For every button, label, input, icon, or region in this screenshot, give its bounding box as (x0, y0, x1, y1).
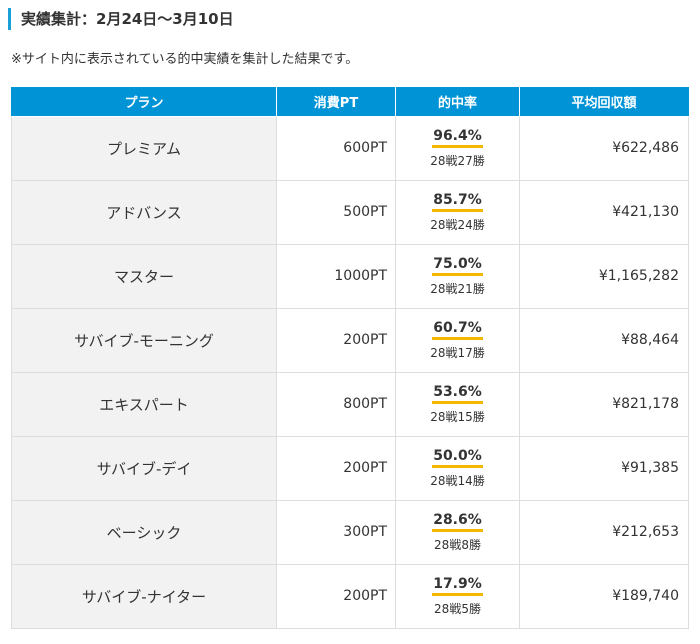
table-row: プレミアム 600PT 96.4% 28戦27勝 ¥622,486 (11, 115, 689, 181)
plan-cost: 200PT (276, 563, 396, 629)
plan-name: ベーシック (11, 499, 277, 565)
plan-cost: 300PT (276, 499, 396, 565)
header-average-return: 平均回収額 (519, 87, 689, 117)
hit-rate: 50.0% (432, 448, 483, 468)
table-row: サバイブ-デイ 200PT 50.0% 28戦14勝 ¥91,385 (11, 435, 689, 501)
header-cost: 消費PT (276, 87, 396, 117)
plan-cost: 200PT (276, 307, 396, 373)
average-return: ¥189,740 (519, 563, 689, 629)
page-title: 実績集計：2月24日〜3月10日 (8, 8, 234, 30)
win-record: 28戦14勝 (430, 473, 485, 488)
win-record: 28戦21勝 (430, 281, 485, 296)
table-row: ベーシック 300PT 28.6% 28戦8勝 ¥212,653 (11, 499, 689, 565)
average-return: ¥88,464 (519, 307, 689, 373)
plan-cost: 800PT (276, 371, 396, 437)
plan-name: サバイブ-モーニング (11, 307, 277, 373)
table-header-row: プラン 消費PT 的中率 平均回収額 (11, 87, 689, 117)
average-return: ¥1,165,282 (519, 243, 689, 309)
plan-cost: 1000PT (276, 243, 396, 309)
note-text: ※サイト内に表示されている的中実績を集計した結果です。 (11, 52, 359, 67)
hit-rate: 60.7% (432, 320, 483, 340)
header-plan: プラン (11, 87, 277, 117)
plan-name: アドバンス (11, 179, 277, 245)
table-row: アドバンス 500PT 85.7% 28戦24勝 ¥421,130 (11, 179, 689, 245)
table-row: サバイブ-ナイター 200PT 17.9% 28戦5勝 ¥189,740 (11, 563, 689, 629)
hit-rate: 53.6% (432, 384, 483, 404)
average-return: ¥421,130 (519, 179, 689, 245)
plan-name: プレミアム (11, 115, 277, 181)
win-record: 28戦15勝 (430, 409, 485, 424)
average-return: ¥91,385 (519, 435, 689, 501)
hit-rate-cell: 17.9% 28戦5勝 (395, 563, 520, 629)
win-record: 28戦24勝 (430, 217, 485, 232)
plan-name: サバイブ-ナイター (11, 563, 277, 629)
hit-rate: 75.0% (432, 256, 483, 276)
plan-cost: 500PT (276, 179, 396, 245)
hit-rate-cell: 50.0% 28戦14勝 (395, 435, 520, 501)
results-table: プラン 消費PT 的中率 平均回収額 プレミアム 600PT 96.4% 28戦… (11, 87, 689, 629)
table-row: エキスパート 800PT 53.6% 28戦15勝 ¥821,178 (11, 371, 689, 437)
hit-rate: 28.6% (432, 512, 483, 532)
hit-rate-cell: 28.6% 28戦8勝 (395, 499, 520, 565)
table-row: マスター 1000PT 75.0% 28戦21勝 ¥1,165,282 (11, 243, 689, 309)
hit-rate-cell: 96.4% 28戦27勝 (395, 115, 520, 181)
hit-rate-cell: 75.0% 28戦21勝 (395, 243, 520, 309)
average-return: ¥622,486 (519, 115, 689, 181)
hit-rate: 85.7% (432, 192, 483, 212)
hit-rate: 17.9% (432, 576, 483, 596)
win-record: 28戦17勝 (430, 345, 485, 360)
hit-rate-cell: 85.7% 28戦24勝 (395, 179, 520, 245)
hit-rate-cell: 60.7% 28戦17勝 (395, 307, 520, 373)
hit-rate: 96.4% (432, 128, 483, 148)
average-return: ¥212,653 (519, 499, 689, 565)
average-return: ¥821,178 (519, 371, 689, 437)
win-record: 28戦8勝 (434, 537, 481, 552)
plan-name: サバイブ-デイ (11, 435, 277, 501)
plan-name: エキスパート (11, 371, 277, 437)
hit-rate-cell: 53.6% 28戦15勝 (395, 371, 520, 437)
plan-cost: 200PT (276, 435, 396, 501)
plan-cost: 600PT (276, 115, 396, 181)
table-row: サバイブ-モーニング 200PT 60.7% 28戦17勝 ¥88,464 (11, 307, 689, 373)
win-record: 28戦27勝 (430, 153, 485, 168)
win-record: 28戦5勝 (434, 601, 481, 616)
header-rate: 的中率 (395, 87, 520, 117)
plan-name: マスター (11, 243, 277, 309)
